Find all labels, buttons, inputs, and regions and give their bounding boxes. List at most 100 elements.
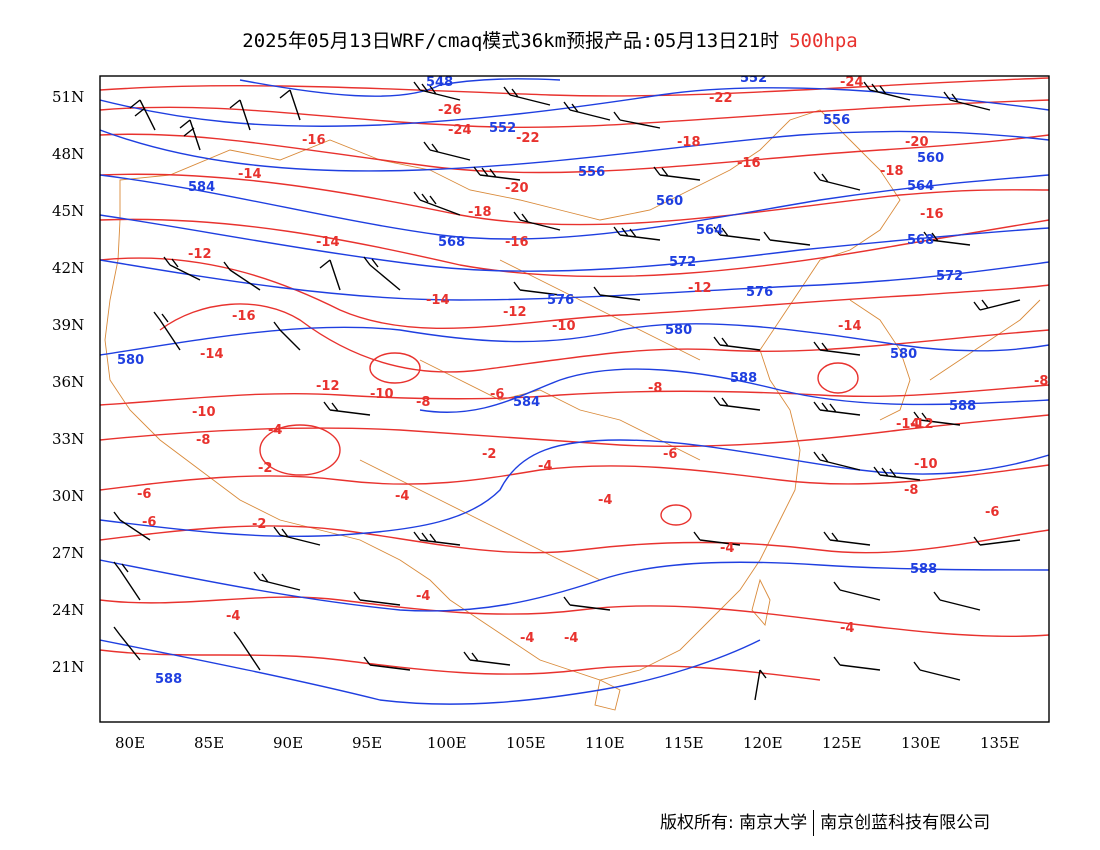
- lat-label: 39N: [52, 316, 84, 334]
- temp-label: -26: [438, 103, 462, 118]
- height-contour: [100, 639, 761, 705]
- footer-divider: [813, 810, 815, 836]
- temp-label: -12: [503, 305, 527, 320]
- lon-label: 120E: [743, 734, 783, 752]
- lat-label: 48N: [52, 145, 84, 163]
- temp-label: -16: [302, 133, 326, 148]
- isotherm: [100, 173, 1049, 226]
- wind-barb: [873, 466, 921, 481]
- wind-barb: [563, 596, 611, 611]
- temp-label: -4: [598, 493, 612, 508]
- lat-label: 30N: [52, 487, 84, 505]
- wind-barb: [113, 561, 141, 601]
- temp-label: -8: [648, 381, 662, 396]
- temp-label: -4: [840, 621, 854, 636]
- wind-barb: [423, 141, 471, 161]
- temp-label: -2: [482, 447, 496, 462]
- wind-barb: [363, 656, 411, 671]
- isotherm: [100, 77, 1049, 97]
- temp-label: -16: [505, 235, 529, 250]
- wind-barb: [413, 191, 461, 216]
- wind-barb: [353, 591, 401, 606]
- wind-barb: [113, 626, 141, 661]
- title-text: 2025年05月13日WRF/cmaq模式36km预报产品:05月13日21时: [242, 30, 780, 52]
- lon-label: 105E: [506, 734, 546, 752]
- isotherm: [100, 257, 1049, 330]
- temp-label: -8: [196, 433, 210, 448]
- wind-barb: [833, 656, 881, 671]
- height-label: 588: [155, 672, 182, 687]
- temp-label: -12: [910, 417, 934, 432]
- temp-label: -10: [192, 405, 216, 420]
- temp-label: -18: [468, 205, 492, 220]
- isotherm: [100, 133, 1049, 174]
- copyright-company: 南京创蓝科技有限公司: [820, 813, 991, 833]
- temp-label: -4: [564, 631, 578, 646]
- height-label: 576: [547, 293, 574, 308]
- height-label: 588: [910, 562, 937, 577]
- height-contour: [100, 129, 1049, 172]
- height-label: 588: [949, 399, 976, 414]
- wind-barb: [923, 231, 971, 246]
- temp-label: -8: [416, 395, 430, 410]
- wind-barb: [113, 511, 151, 541]
- wind-barb: [913, 411, 961, 426]
- isotherm: [100, 384, 1049, 406]
- temp-label: -24: [448, 123, 472, 138]
- temp-label: -18: [880, 164, 904, 179]
- wind-barb: [653, 166, 701, 181]
- wind-barb: [363, 256, 401, 291]
- wind-barb: [693, 531, 741, 546]
- wind-barb: [513, 211, 561, 231]
- wind-barb: [153, 311, 181, 351]
- temp-label: -14: [200, 347, 224, 362]
- wind-barb: [513, 281, 561, 296]
- wind-barb: [613, 111, 661, 129]
- temp-label: -22: [709, 91, 733, 106]
- temp-label: -6: [137, 487, 151, 502]
- temp-label: -4: [720, 541, 734, 556]
- temp-label: -14: [896, 417, 920, 432]
- lon-label: 90E: [273, 734, 303, 752]
- wind-barb: [913, 661, 961, 681]
- taiwan-coast: [751, 578, 771, 626]
- height-contour: [100, 439, 1049, 538]
- wind-barb: [413, 531, 461, 546]
- temp-label: -12: [188, 247, 212, 262]
- temp-label: -20: [905, 135, 929, 150]
- height-contour: [100, 174, 1049, 240]
- temp-label: -14: [316, 235, 340, 250]
- temp-label: -24: [840, 75, 864, 90]
- wind-barb: [179, 119, 201, 151]
- height-label: 560: [656, 194, 683, 209]
- height-label: 588: [730, 371, 757, 386]
- temp-label: -2: [252, 517, 266, 532]
- lon-label: 110E: [585, 734, 625, 752]
- height-contour: [100, 559, 1049, 612]
- isotherm: [100, 525, 1049, 554]
- wind-barb: [823, 531, 871, 546]
- lon-label: 135E: [980, 734, 1020, 752]
- wind-barb: [973, 536, 1021, 546]
- wind-barb: [223, 261, 261, 291]
- wind-barb: [933, 591, 981, 611]
- temp-label: -14: [838, 319, 862, 334]
- temp-label: -14: [426, 293, 450, 308]
- temp-label: -20: [505, 181, 529, 196]
- temp-label: -16: [920, 207, 944, 222]
- lat-axis: 51N 48N 45N 42N 39N 36N 33N 30N 27N 24N …: [52, 88, 84, 676]
- temp-label: -4: [520, 631, 534, 646]
- lat-label: 21N: [52, 658, 84, 676]
- wind-barbs: [113, 81, 1021, 701]
- temp-label: -4: [268, 423, 282, 438]
- height-label: 568: [438, 235, 465, 250]
- height-label: 580: [665, 323, 692, 338]
- temp-label: -2: [258, 461, 272, 476]
- coastline-layer: [104, 109, 1041, 711]
- wind-barb: [763, 231, 811, 246]
- wind-barb: [253, 571, 301, 591]
- height-label: 564: [907, 179, 934, 194]
- temp-label: -22: [516, 131, 540, 146]
- temp-label: -6: [985, 505, 999, 520]
- wind-barb: [813, 451, 861, 471]
